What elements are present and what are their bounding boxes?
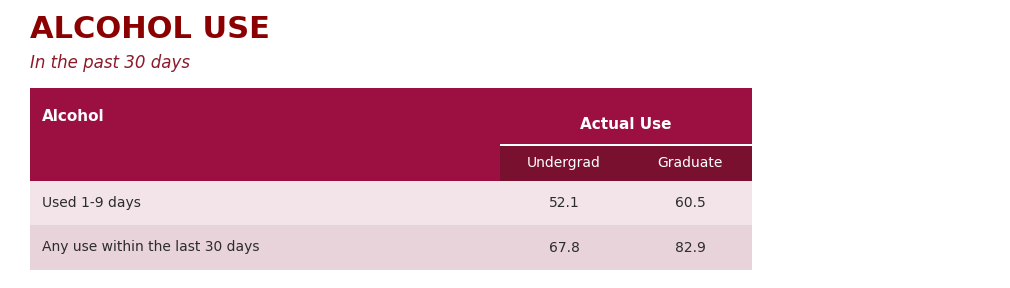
Text: In the past 30 days: In the past 30 days bbox=[30, 54, 190, 72]
Text: ALCOHOL USE: ALCOHOL USE bbox=[30, 16, 270, 45]
Bar bbox=[500, 145, 628, 181]
Bar bbox=[30, 181, 752, 225]
Text: Used 1-9 days: Used 1-9 days bbox=[42, 196, 140, 210]
Bar bbox=[500, 88, 752, 145]
Text: 82.9: 82.9 bbox=[675, 240, 705, 255]
Text: Actual Use: Actual Use bbox=[581, 117, 672, 132]
Text: Alcohol: Alcohol bbox=[42, 109, 105, 124]
Text: 52.1: 52.1 bbox=[548, 196, 580, 210]
Bar bbox=[30, 225, 752, 270]
Bar bbox=[30, 88, 500, 145]
Bar bbox=[500, 144, 752, 146]
Bar bbox=[628, 145, 752, 181]
Bar bbox=[30, 145, 500, 181]
Text: Any use within the last 30 days: Any use within the last 30 days bbox=[42, 240, 260, 255]
Text: Undergrad: Undergrad bbox=[527, 156, 601, 170]
Text: Graduate: Graduate bbox=[658, 156, 723, 170]
Text: 60.5: 60.5 bbox=[675, 196, 705, 210]
Text: 67.8: 67.8 bbox=[548, 240, 580, 255]
